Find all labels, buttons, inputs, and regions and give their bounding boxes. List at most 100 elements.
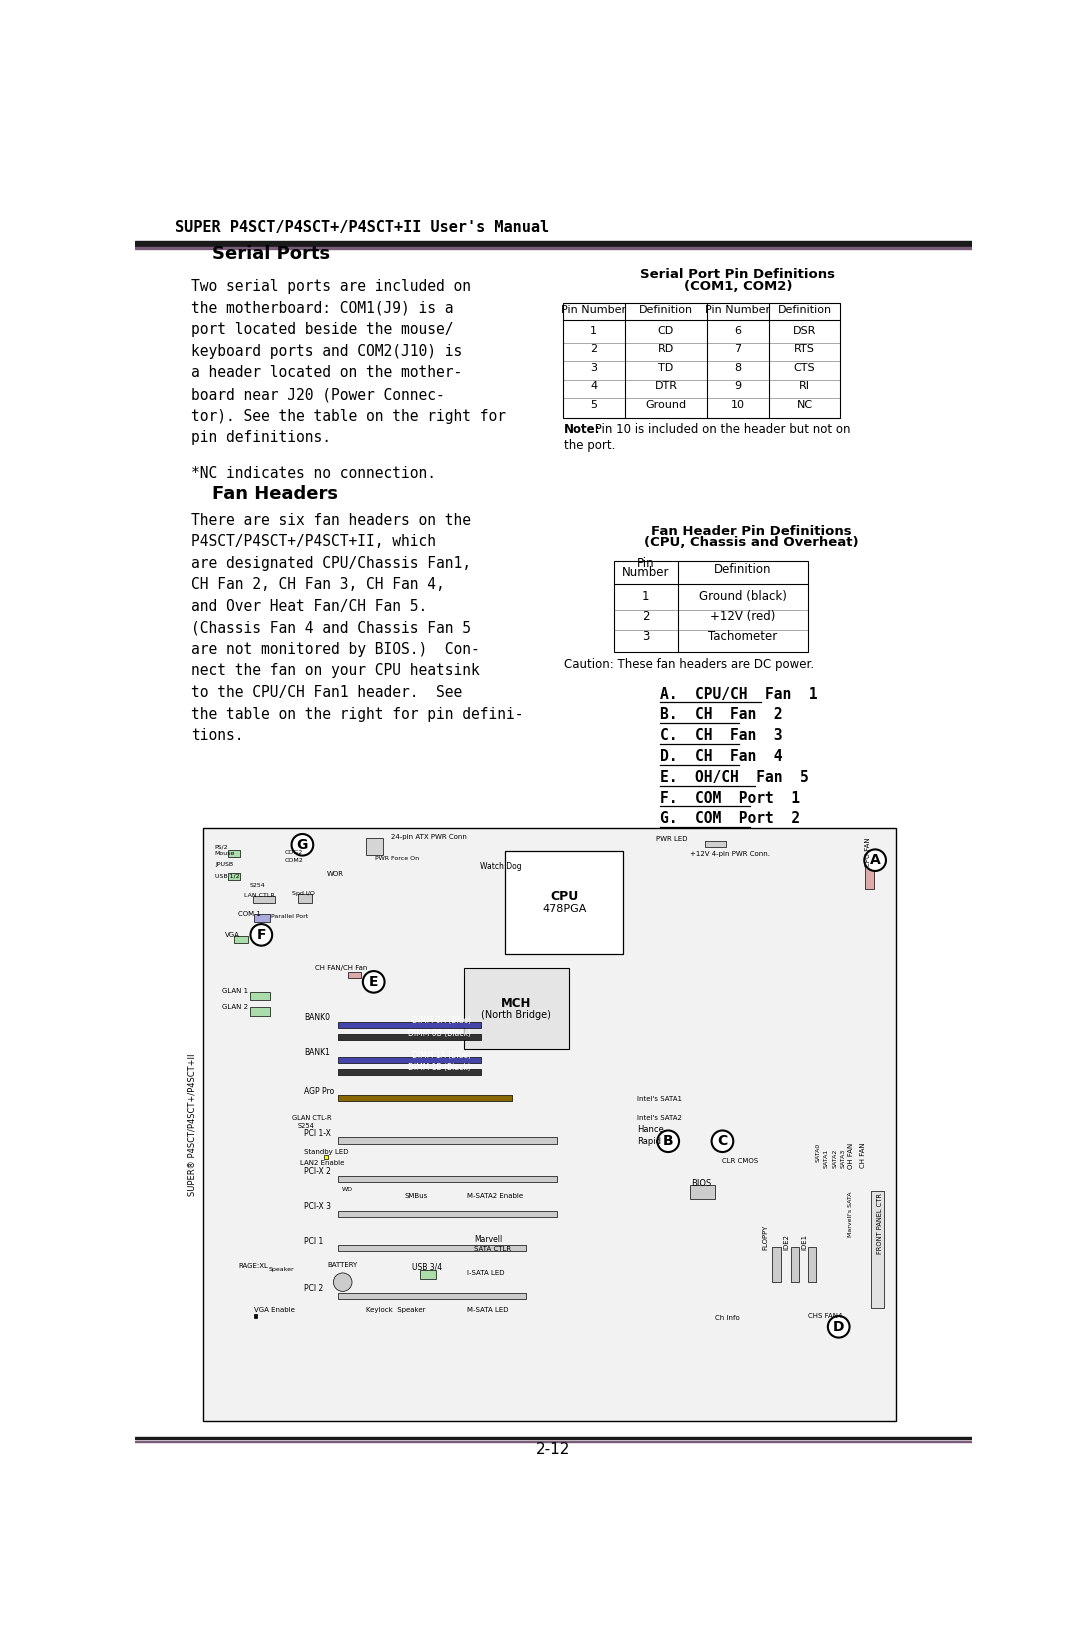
Text: SUPER P4SCT/P4SCT+/P4SCT+II User's Manual: SUPER P4SCT/P4SCT+/P4SCT+II User's Manua…	[175, 219, 550, 234]
Text: E.  OH/CH  Fan  5: E. OH/CH Fan 5	[661, 771, 809, 785]
Text: PWR LED: PWR LED	[656, 837, 687, 842]
Text: CH FAN/CH Fan: CH FAN/CH Fan	[314, 965, 367, 972]
Text: CD: CD	[658, 325, 674, 337]
Text: 2: 2	[642, 610, 649, 624]
Bar	[135, 246, 972, 249]
Text: DSR: DSR	[793, 325, 816, 337]
Bar	[563, 302, 840, 417]
Text: PCI 2: PCI 2	[303, 1284, 323, 1294]
Text: BANK1: BANK1	[303, 1048, 329, 1058]
Text: CH FAN: CH FAN	[860, 1142, 866, 1168]
Text: *NC indicates no connection.: *NC indicates no connection.	[191, 465, 436, 480]
Bar	[228, 873, 241, 879]
Bar	[135, 241, 972, 246]
Bar	[338, 1176, 556, 1181]
Text: DIMM 0B (Black): DIMM 0B (Black)	[408, 1028, 471, 1038]
Text: C.  CH  Fan  3: C. CH Fan 3	[661, 728, 783, 742]
Circle shape	[363, 972, 384, 993]
Bar	[338, 1096, 512, 1101]
Text: DTR: DTR	[654, 381, 677, 391]
Text: IDE2: IDE2	[783, 1234, 788, 1251]
Text: nect the fan on your CPU heatsink: nect the fan on your CPU heatsink	[191, 663, 480, 678]
Text: 10: 10	[731, 399, 745, 409]
Text: F.  COM  Port  1: F. COM Port 1	[661, 790, 800, 805]
Text: 1: 1	[591, 325, 597, 337]
Text: USB 1/2: USB 1/2	[215, 873, 240, 878]
Text: pin definitions.: pin definitions.	[191, 431, 330, 446]
Text: CPU: CPU	[550, 889, 579, 903]
Text: E: E	[369, 975, 378, 988]
Text: CH Fan 2, CH Fan 3, CH Fan 4,: CH Fan 2, CH Fan 3, CH Fan 4,	[191, 578, 445, 592]
Text: (COM1, COM2): (COM1, COM2)	[684, 280, 793, 292]
Bar	[704, 842, 727, 846]
Bar	[135, 1437, 972, 1439]
Text: Standby LED: Standby LED	[303, 1150, 349, 1155]
Circle shape	[658, 1130, 679, 1152]
Text: Mouse: Mouse	[215, 851, 235, 856]
Text: Speaker: Speaker	[269, 1267, 295, 1272]
Text: WD: WD	[342, 1188, 353, 1193]
Text: B.  CH  Fan  2: B. CH Fan 2	[661, 708, 783, 723]
Text: A.  CPU/CH  Fan  1: A. CPU/CH Fan 1	[661, 686, 818, 701]
Bar	[464, 969, 569, 1049]
Text: Marvell's SATA: Marvell's SATA	[848, 1191, 853, 1238]
Bar	[338, 1035, 482, 1041]
Text: FRONT PANEL CTR: FRONT PANEL CTR	[877, 1193, 883, 1254]
Text: C: C	[717, 1134, 728, 1148]
Text: IDE1: IDE1	[801, 1234, 808, 1251]
Text: COM2: COM2	[284, 858, 303, 863]
Text: Tachometer: Tachometer	[708, 630, 778, 644]
Text: 478PGA: 478PGA	[542, 904, 586, 914]
Text: BATTERY: BATTERY	[327, 1262, 357, 1267]
Text: +12V (red): +12V (red)	[710, 610, 775, 624]
Text: VGA Enable: VGA Enable	[254, 1307, 295, 1313]
Bar	[338, 1021, 482, 1028]
Text: 2: 2	[591, 345, 597, 355]
Bar	[255, 914, 270, 922]
Text: Caution: These fan headers are DC power.: Caution: These fan headers are DC power.	[564, 658, 813, 672]
Text: M-SATA2 Enable: M-SATA2 Enable	[467, 1193, 523, 1200]
Bar	[348, 972, 361, 978]
Text: Keylock  Speaker: Keylock Speaker	[366, 1307, 426, 1313]
Text: 8: 8	[734, 363, 742, 373]
Bar	[366, 838, 383, 855]
Text: tor). See the table on the right for: tor). See the table on the right for	[191, 409, 505, 424]
Text: COM 1: COM 1	[238, 911, 261, 917]
Text: FLOPPY: FLOPPY	[762, 1224, 769, 1251]
Text: BANK0: BANK0	[303, 1013, 330, 1023]
Text: Fan Header Pin Definitions: Fan Header Pin Definitions	[651, 525, 851, 538]
Bar	[254, 1313, 257, 1318]
Text: PCI 1-X: PCI 1-X	[303, 1129, 330, 1138]
Bar	[338, 1069, 482, 1076]
Text: 24-pin ATX PWR Conn: 24-pin ATX PWR Conn	[391, 835, 467, 840]
Circle shape	[828, 1317, 850, 1338]
Text: LAN2 Enable: LAN2 Enable	[300, 1160, 345, 1167]
Text: Definition: Definition	[714, 563, 771, 576]
Text: Rapid: Rapid	[637, 1137, 661, 1145]
Text: D.  CH  Fan  4: D. CH Fan 4	[661, 749, 783, 764]
Bar	[420, 1270, 435, 1279]
Text: PCI-X 2: PCI-X 2	[303, 1167, 330, 1176]
Bar	[613, 561, 808, 652]
Bar	[808, 1247, 816, 1282]
Text: Pin: Pin	[637, 558, 654, 569]
Bar	[338, 1246, 526, 1251]
Text: the table on the right for pin defini-: the table on the right for pin defini-	[191, 706, 524, 721]
Text: board near J20 (Power Connec-: board near J20 (Power Connec-	[191, 388, 445, 403]
Text: JPUSB: JPUSB	[215, 863, 233, 868]
Circle shape	[712, 1130, 733, 1152]
Text: to the CPU/CH Fan1 header.  See: to the CPU/CH Fan1 header. See	[191, 685, 462, 700]
Text: Intel's SATA2: Intel's SATA2	[637, 1115, 683, 1122]
Bar	[324, 1155, 328, 1158]
Text: Hance: Hance	[637, 1125, 664, 1134]
Text: M-SATA LED: M-SATA LED	[467, 1307, 509, 1313]
Text: Intel's SATA1: Intel's SATA1	[637, 1096, 683, 1102]
Text: OH FAN: OH FAN	[848, 1143, 854, 1170]
Text: Marvell: Marvell	[474, 1236, 502, 1244]
Text: S254: S254	[298, 1124, 314, 1129]
Text: (Chassis Fan 4 and Chassis Fan 5: (Chassis Fan 4 and Chassis Fan 5	[191, 620, 471, 635]
Text: DIMM 1A (Blue): DIMM 1A (Blue)	[411, 1051, 471, 1059]
Text: AGP Pro: AGP Pro	[303, 1086, 334, 1096]
Text: NC: NC	[797, 399, 812, 409]
Text: Definition: Definition	[638, 305, 693, 315]
